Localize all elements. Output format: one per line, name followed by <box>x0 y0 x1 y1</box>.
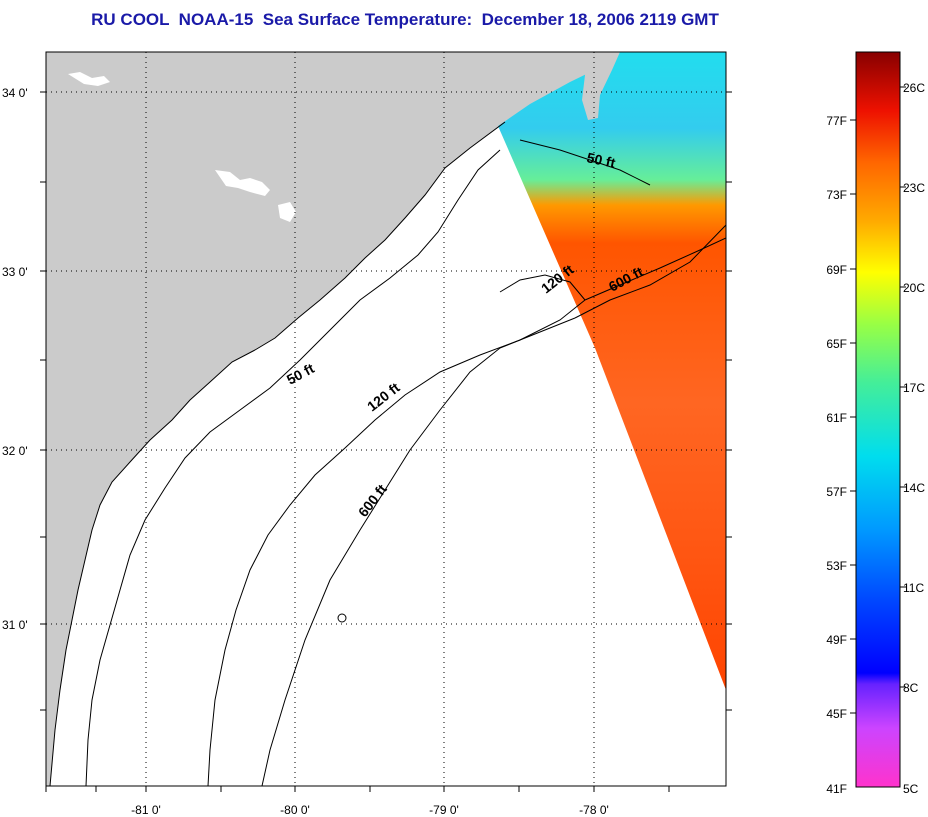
colorbar-c-label: 14C <box>903 481 925 495</box>
colorbar-c-label: 11C <box>903 581 924 595</box>
lake <box>215 170 270 196</box>
lat-tick-label: 32 0' <box>2 444 28 458</box>
colorbar-f-label: 49F <box>826 633 847 647</box>
seamount-contour <box>337 613 347 623</box>
colorbar-c-label: 17C <box>903 381 925 395</box>
land-mass <box>46 52 600 786</box>
colorbar-f-label: 77F <box>826 114 847 128</box>
graticule <box>46 52 726 786</box>
lon-tick-label: -80 0' <box>280 803 310 817</box>
axis-ticks <box>40 91 732 792</box>
map-border <box>45 51 727 787</box>
lake <box>278 202 296 222</box>
colorbar <box>855 51 901 788</box>
lat-tick-label: 34 0' <box>2 86 28 100</box>
colorbar-ticks <box>850 86 906 714</box>
land-mass <box>582 52 620 120</box>
lat-tick-label: 31 0' <box>2 618 28 632</box>
contour-50ft <box>85 149 501 786</box>
contour-120ft-north <box>499 237 726 301</box>
coastline <box>49 121 506 786</box>
lat-tick-label: 33 0' <box>2 265 28 279</box>
contour-120ft <box>207 299 586 786</box>
map-title: RU COOL NOAA-15 Sea Surface Temperature:… <box>91 10 719 29</box>
colorbar-f-label: 69F <box>826 263 847 277</box>
colorbar-c-label: 5C <box>903 782 919 796</box>
lon-tick-label: -78 0' <box>579 803 609 817</box>
colorbar-c-label: 8C <box>903 681 919 695</box>
contour-600ft <box>261 317 576 786</box>
sst-swath <box>498 52 726 690</box>
contour-600ft-north <box>574 224 726 319</box>
lon-tick-label: -79 0' <box>429 803 459 817</box>
colorbar-c-label: 26C <box>903 81 925 95</box>
colorbar-f-label: 65F <box>826 337 847 351</box>
colorbar-c-label: 20C <box>903 281 925 295</box>
colorbar-f-label: 73F <box>826 188 847 202</box>
colorbar-f-label: 53F <box>826 559 847 573</box>
colorbar-f-label: 41F <box>826 782 847 796</box>
colorbar-f-label: 45F <box>826 707 847 721</box>
colorbar-c-label: 23C <box>903 181 925 195</box>
lon-tick-label: -81 0' <box>131 803 161 817</box>
colorbar-f-label: 61F <box>826 411 847 425</box>
contour-label: 50 ft <box>585 149 617 171</box>
lake <box>68 72 110 86</box>
contour-50ft-north <box>519 139 651 186</box>
colorbar-f-label: 57F <box>826 485 847 499</box>
